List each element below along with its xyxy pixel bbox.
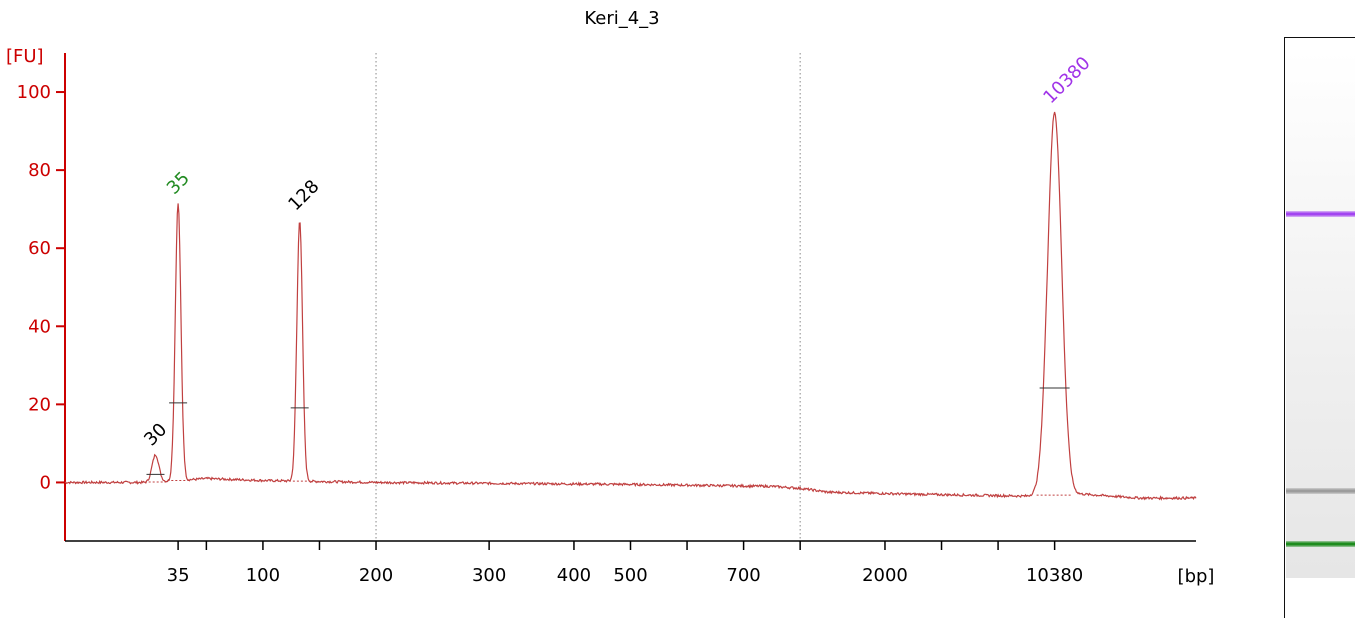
x-tick-label-400: 400 (557, 565, 591, 586)
x-tick-label-100: 100 (246, 565, 280, 586)
y-axis-label: [FU] (6, 46, 44, 67)
electropherogram-chart: Keri_4_3 [FU] [bp] 0 20 40 60 80 100 35 100 200 3… (6, 8, 1215, 587)
grid-layer (375, 53, 801, 541)
y-tick-label-60: 60 (28, 238, 51, 259)
chart-title: Keri_4_3 (584, 8, 659, 29)
y-tick-label-20: 20 (28, 394, 51, 415)
peak-label-128: 128 (284, 176, 323, 215)
gel-lane (1286, 51, 1355, 578)
x-tick-label-700: 700 (726, 565, 760, 586)
x-axis-label: [bp] (1178, 566, 1215, 587)
signal-trace (64, 111, 1197, 501)
x-tick-label-35: 35 (167, 565, 190, 586)
x-tick-label-10380: 10380 (1026, 565, 1083, 586)
y-tick-label-40: 40 (28, 316, 51, 337)
peak-labels-layer: 30 35 128 10380 (140, 53, 1094, 451)
peak-label-35: 35 (163, 168, 194, 199)
y-tick-label-80: 80 (28, 160, 51, 181)
gel-band-sample (1286, 488, 1355, 495)
trace-layer (64, 111, 1197, 501)
gel-band-upper-marker (1286, 211, 1355, 218)
y-tick-label-0: 0 (40, 472, 51, 493)
peak-label-10380: 10380 (1039, 53, 1094, 108)
x-tick-label-500: 500 (613, 565, 647, 586)
x-tick-label-300: 300 (472, 565, 506, 586)
x-tick-label-2000: 2000 (862, 565, 908, 586)
gel-band-lower-marker (1286, 540, 1355, 547)
peak-label-30: 30 (140, 419, 171, 450)
x-tick-label-200: 200 (359, 565, 393, 586)
axes-layer: 0 20 40 60 80 100 35 100 200 300 400 500 700 2000 1038… (17, 53, 1196, 586)
gel-lane-panel (1284, 37, 1355, 618)
y-tick-label-100: 100 (17, 82, 51, 103)
